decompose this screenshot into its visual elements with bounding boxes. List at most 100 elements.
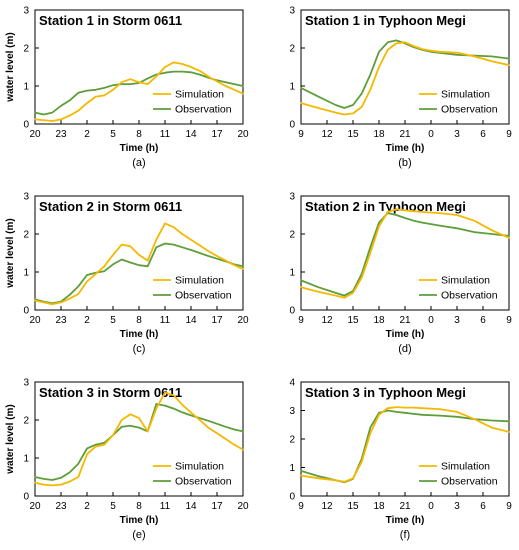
x-tick-label: 21 [399,315,411,326]
panel-caption: (c) [133,343,146,355]
x-tick-label: 18 [373,501,385,512]
x-tick-label: 0 [428,129,434,140]
x-axis-label: Time (h) [386,515,425,526]
x-tick-label: 21 [399,129,411,140]
y-tick-label: 0 [289,120,295,131]
simulation-series-line [300,208,510,299]
legend-label-simulation: Simulation [175,89,224,101]
panel-caption: (b) [398,157,411,169]
y-tick-label: 4 [289,378,295,389]
x-tick-label: 15 [347,315,359,326]
observation-series-line [34,242,244,305]
x-tick-label: 6 [480,501,486,512]
x-tick-label: 20 [237,129,249,140]
x-tick-label: 6 [480,129,486,140]
x-tick-label: 2 [84,315,90,326]
x-tick-label: 14 [185,501,197,512]
x-tick-label: 14 [185,315,197,326]
x-tick-label: 2 [84,129,90,140]
y-tick-label: 0 [289,306,295,317]
y-tick-label: 3 [289,6,295,17]
panel-title: Station 1 in Storm 0611 [39,13,182,28]
y-tick-label: 2 [23,44,29,55]
x-tick-label: 9 [506,129,512,140]
x-tick-label: 2 [84,501,90,512]
x-tick-label: 12 [321,501,333,512]
y-tick-label: 2 [23,230,29,241]
x-axis-label: Time (h) [386,143,425,154]
y-tick-label: 3 [23,6,29,17]
simulation-series-line [34,222,244,306]
y-tick-label: 2 [289,435,295,446]
y-tick-label: 2 [289,230,295,241]
x-tick-label: 11 [160,129,171,140]
x-axis-label: Time (h) [120,143,159,154]
y-tick-label: 1 [289,463,295,474]
panel-title: Station 1 in Typhoon Megi [305,13,466,28]
legend-label-observation: Observation [441,104,498,116]
y-axis-label: water level (m) [5,218,16,288]
panel-caption: (d) [398,343,411,355]
x-tick-label: 5 [110,501,116,512]
legend-label-observation: Observation [441,290,498,302]
x-tick-label: 20 [29,129,41,140]
y-tick-label: 1 [23,82,29,93]
x-tick-label: 20 [237,501,249,512]
legend-label-observation: Observation [441,476,498,488]
y-tick-label: 3 [23,192,29,203]
panel-caption: (f) [400,529,410,541]
simulation-series-line [300,406,510,483]
x-tick-label: 12 [321,129,333,140]
y-tick-label: 1 [23,454,29,465]
panel-caption: (e) [132,529,145,541]
x-tick-label: 3 [454,129,460,140]
legend-label-simulation: Simulation [441,89,490,101]
legend-label-simulation: Simulation [441,461,490,473]
x-tick-label: 5 [110,315,116,326]
legend-label-observation: Observation [175,104,232,116]
y-tick-label: 1 [289,82,295,93]
x-tick-label: 11 [160,315,171,326]
x-axis-label: Time (h) [120,329,159,340]
x-tick-label: 21 [399,501,411,512]
x-tick-label: 6 [480,315,486,326]
legend-label-observation: Observation [175,290,232,302]
legend-label-simulation: Simulation [175,461,224,473]
panel-caption: (a) [132,157,145,169]
x-axis-label: Time (h) [120,515,159,526]
y-tick-label: 2 [23,416,29,427]
x-tick-label: 9 [298,129,304,140]
x-tick-label: 8 [136,129,142,140]
x-tick-label: 18 [373,315,385,326]
y-tick-label: 0 [289,492,295,503]
y-axis-label: water level (m) [5,404,16,474]
x-tick-label: 17 [211,315,223,326]
x-tick-label: 23 [55,129,67,140]
x-tick-label: 20 [29,315,41,326]
y-tick-label: 3 [289,406,295,417]
y-tick-label: 0 [23,306,29,317]
observation-series-line [300,39,510,109]
x-tick-label: 8 [136,501,142,512]
y-tick-label: 2 [289,44,295,55]
x-tick-label: 9 [298,501,304,512]
simulation-series-line [34,391,244,487]
panel-title: Station 3 in Typhoon Megi [305,385,466,400]
y-tick-label: 1 [23,268,29,279]
x-tick-label: 17 [211,129,223,140]
simulation-series-line [34,61,244,122]
x-tick-label: 9 [506,501,512,512]
panel-title: Station 2 in Storm 0611 [39,199,182,214]
x-tick-label: 9 [506,315,512,326]
legend-label-simulation: Simulation [441,275,490,287]
x-tick-label: 18 [373,129,385,140]
legend-label-observation: Observation [175,476,232,488]
x-axis-label: Time (h) [386,329,425,340]
x-tick-label: 15 [347,129,359,140]
